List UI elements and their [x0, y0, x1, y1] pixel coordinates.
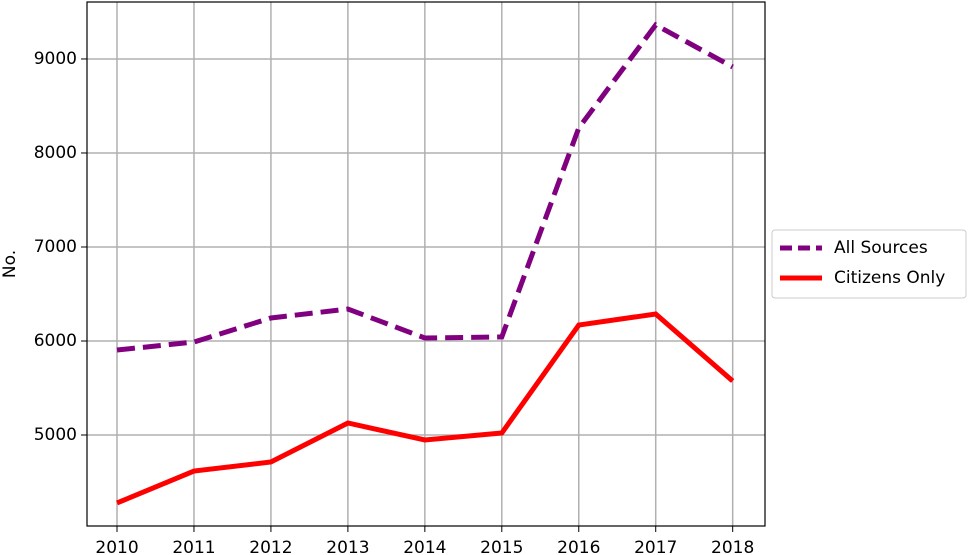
x-tick-label: 2014 [403, 538, 446, 555]
legend-label: All Sources [834, 238, 928, 258]
y-axis-label: No. [0, 250, 20, 278]
line [116, 311, 735, 506]
x-tick-label: 2018 [711, 538, 754, 555]
x-tick-label: 2013 [326, 538, 369, 555]
y-tick-label: 5000 [34, 425, 77, 445]
legend-label: Citizens Only [834, 268, 945, 288]
plot-frame [86, 1, 766, 527]
y-tick-label: 7000 [34, 237, 77, 257]
y-tick-label: 8000 [34, 143, 77, 163]
x-tick-label: 2010 [95, 538, 138, 555]
x-tick-label: 2015 [480, 538, 523, 555]
y-tick-label: 6000 [34, 331, 77, 351]
x-tick-label: 2011 [172, 538, 215, 555]
x-tick-label: 2017 [634, 538, 677, 555]
line [116, 21, 734, 353]
x-tick-label: 2012 [249, 538, 292, 555]
x-tick-label: 2016 [557, 538, 600, 555]
y-tick-label: 9000 [34, 49, 77, 69]
